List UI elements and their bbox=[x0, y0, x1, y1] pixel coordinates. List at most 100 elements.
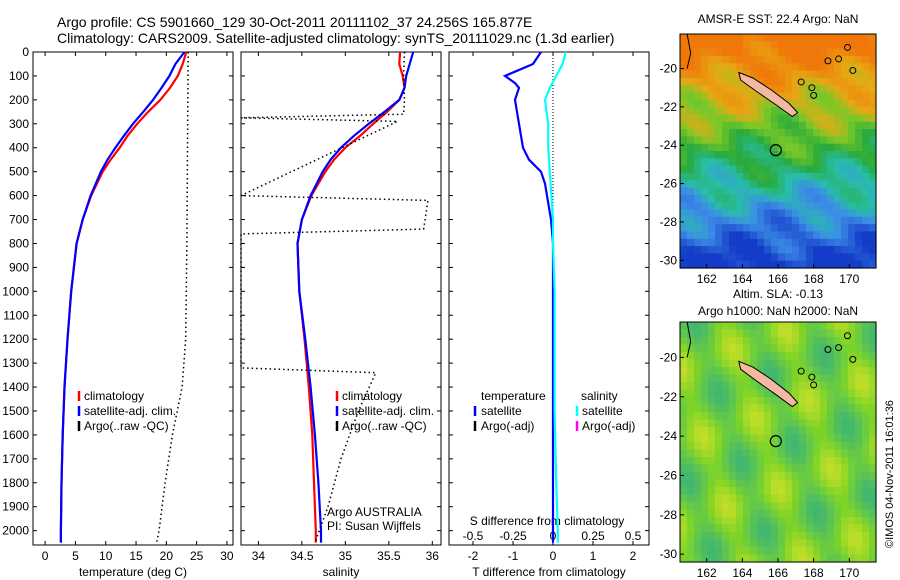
map-cell bbox=[855, 194, 863, 203]
figure-title-line2: Climatology: CARS2009. Satellite-adjuste… bbox=[57, 30, 615, 46]
map-cell bbox=[806, 427, 814, 436]
map-cell bbox=[743, 449, 751, 458]
map-cell bbox=[764, 48, 772, 57]
map-cell bbox=[806, 187, 814, 196]
map-cell bbox=[722, 337, 730, 346]
map-cell bbox=[715, 41, 723, 50]
map-cell bbox=[827, 151, 835, 159]
map-cell bbox=[701, 352, 709, 361]
map-cell bbox=[813, 202, 821, 211]
map-cell bbox=[848, 85, 856, 94]
map-cell bbox=[771, 224, 779, 232]
map-cell bbox=[750, 209, 758, 218]
map-cell bbox=[806, 382, 814, 391]
map-cell bbox=[841, 202, 849, 211]
map-cell bbox=[813, 63, 821, 72]
map-cell bbox=[778, 121, 786, 130]
map-cell bbox=[708, 547, 716, 556]
map-cell bbox=[680, 494, 688, 503]
map-cell bbox=[750, 70, 758, 79]
map-cell bbox=[771, 532, 779, 541]
map-cell bbox=[715, 412, 723, 421]
map-cell bbox=[743, 352, 751, 361]
map-cell bbox=[827, 434, 835, 443]
map-cell bbox=[869, 524, 877, 533]
map-cell bbox=[757, 114, 765, 123]
map-cell bbox=[813, 532, 821, 541]
map-cell bbox=[827, 449, 835, 458]
map-cell bbox=[820, 539, 828, 548]
map-cell bbox=[820, 344, 828, 353]
map-cell bbox=[757, 41, 765, 50]
map-cell bbox=[806, 231, 814, 240]
map-cell bbox=[855, 107, 863, 115]
map-cell bbox=[862, 34, 870, 42]
map-cell bbox=[701, 509, 709, 518]
map-cell bbox=[722, 85, 730, 94]
legend-label: Argo(..raw -QC) bbox=[84, 419, 169, 433]
map-cell bbox=[708, 419, 716, 428]
map-cell bbox=[806, 41, 814, 50]
map-cell bbox=[736, 121, 744, 130]
map-cell bbox=[722, 472, 730, 481]
map-cell bbox=[799, 41, 807, 50]
map-cell bbox=[771, 107, 779, 115]
argo-float-marker bbox=[769, 435, 782, 448]
map-cell bbox=[757, 253, 765, 262]
map-cell bbox=[799, 457, 807, 466]
map-cell bbox=[708, 34, 716, 42]
map-cell bbox=[701, 238, 709, 247]
map-cell bbox=[806, 194, 814, 203]
map-cell bbox=[729, 238, 737, 247]
map-cell bbox=[792, 260, 800, 269]
argo-float-marker bbox=[769, 144, 782, 157]
map-cell bbox=[799, 136, 807, 145]
map-cell bbox=[680, 472, 688, 481]
map-cell bbox=[855, 129, 863, 137]
map-cell bbox=[694, 231, 702, 240]
map-cell bbox=[750, 158, 758, 167]
map-cell bbox=[694, 158, 702, 167]
map-cell bbox=[841, 92, 849, 101]
map-cell bbox=[764, 479, 772, 488]
map-cell bbox=[701, 70, 709, 79]
map-x-tick-label: 166 bbox=[768, 566, 788, 580]
map-cell bbox=[757, 260, 765, 269]
map-cell bbox=[785, 524, 793, 533]
map-cell bbox=[750, 216, 758, 225]
map-cell bbox=[757, 464, 765, 473]
map-cell bbox=[827, 194, 835, 203]
map-cell bbox=[841, 85, 849, 94]
map-cell bbox=[785, 382, 793, 391]
map-cell bbox=[722, 457, 730, 466]
map-cell bbox=[743, 114, 751, 123]
map-cell bbox=[743, 532, 751, 541]
map-cell bbox=[750, 344, 758, 353]
map-cell bbox=[841, 99, 849, 108]
map-cell bbox=[778, 194, 786, 203]
map-cell bbox=[813, 172, 821, 181]
map-cell bbox=[771, 172, 779, 181]
map-cell bbox=[757, 202, 765, 211]
map-cell bbox=[869, 322, 877, 331]
map-cell bbox=[848, 532, 856, 541]
map-cell bbox=[764, 209, 772, 218]
map-cell bbox=[785, 539, 793, 548]
map-cell bbox=[771, 143, 779, 152]
map-cell bbox=[694, 41, 702, 50]
map-cell bbox=[701, 107, 709, 115]
legend-label: satellite-adj. clim. bbox=[84, 404, 176, 418]
map-cell bbox=[848, 457, 856, 466]
map-cell bbox=[792, 253, 800, 262]
map-cell bbox=[785, 41, 793, 50]
map-cell bbox=[778, 34, 786, 42]
small-island bbox=[808, 84, 816, 92]
map-cell bbox=[841, 352, 849, 361]
map-cell bbox=[694, 472, 702, 481]
map-cell bbox=[757, 246, 765, 254]
map-cell bbox=[862, 442, 870, 451]
map-cell bbox=[771, 449, 779, 458]
map-cell bbox=[694, 114, 702, 123]
map-cell bbox=[848, 187, 856, 196]
map-cell bbox=[764, 427, 772, 436]
